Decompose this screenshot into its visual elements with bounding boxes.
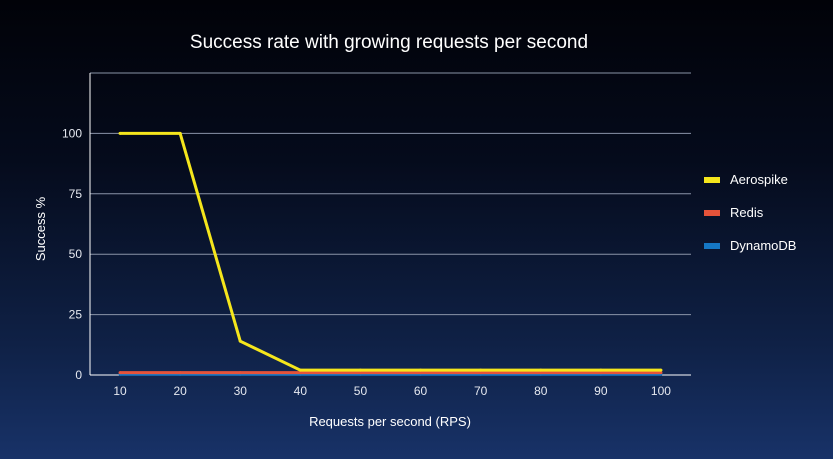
y-tick-label: 50	[69, 247, 83, 261]
data-point-redis	[118, 371, 122, 375]
y-axis-label: Success %	[33, 196, 48, 261]
x-tick-label: 60	[414, 384, 428, 398]
data-point-redis	[238, 371, 242, 375]
data-point-aerospike	[358, 368, 362, 372]
x-tick-label: 70	[474, 384, 488, 398]
data-point-aerospike	[178, 131, 182, 135]
legend: Aerospike Redis DynamoDB	[704, 172, 796, 253]
data-point-aerospike	[539, 368, 543, 372]
data-point-aerospike	[298, 368, 302, 372]
x-axis-label: Requests per second (RPS)	[309, 414, 471, 429]
series-lines	[118, 131, 663, 376]
chart-title: Success rate with growing requests per s…	[190, 32, 588, 53]
data-point-aerospike	[238, 339, 242, 343]
data-point-redis	[659, 371, 663, 375]
data-point-redis	[599, 371, 603, 375]
y-tick-label: 100	[62, 126, 82, 140]
data-point-aerospike	[118, 131, 122, 135]
data-point-aerospike	[479, 368, 483, 372]
x-tick-label: 100	[651, 384, 671, 398]
y-tick-label: 75	[69, 187, 83, 201]
legend-swatch-redis	[704, 210, 720, 216]
data-point-redis	[479, 371, 483, 375]
legend-label-dynamodb: DynamoDB	[730, 238, 796, 253]
x-tick-label: 40	[294, 384, 308, 398]
x-tick-label: 80	[534, 384, 548, 398]
x-tick-label: 30	[234, 384, 248, 398]
data-point-redis	[539, 371, 543, 375]
data-point-aerospike	[659, 368, 663, 372]
data-point-redis	[178, 371, 182, 375]
legend-swatch-aerospike	[704, 177, 720, 183]
data-point-aerospike	[419, 368, 423, 372]
data-point-redis	[358, 371, 362, 375]
data-point-aerospike	[599, 368, 603, 372]
legend-swatch-dynamodb	[704, 243, 720, 249]
legend-label-aerospike: Aerospike	[730, 172, 788, 187]
x-tick-label: 10	[113, 384, 127, 398]
series-line-aerospike	[120, 131, 661, 372]
y-tick-label: 0	[75, 368, 82, 382]
data-point-redis	[419, 371, 423, 375]
x-tick-label: 20	[173, 384, 187, 398]
grid	[90, 72, 691, 316]
x-tick-label: 90	[594, 384, 608, 398]
legend-label-redis: Redis	[730, 205, 764, 220]
x-tick-label: 50	[354, 384, 368, 398]
y-tick-label: 25	[69, 308, 83, 322]
y-tick-labels: 0 25 50 75 100	[62, 126, 82, 382]
data-point-redis	[298, 371, 302, 375]
x-tick-labels: 10 20 30 40 50 60 70 80 90 100	[113, 384, 671, 398]
